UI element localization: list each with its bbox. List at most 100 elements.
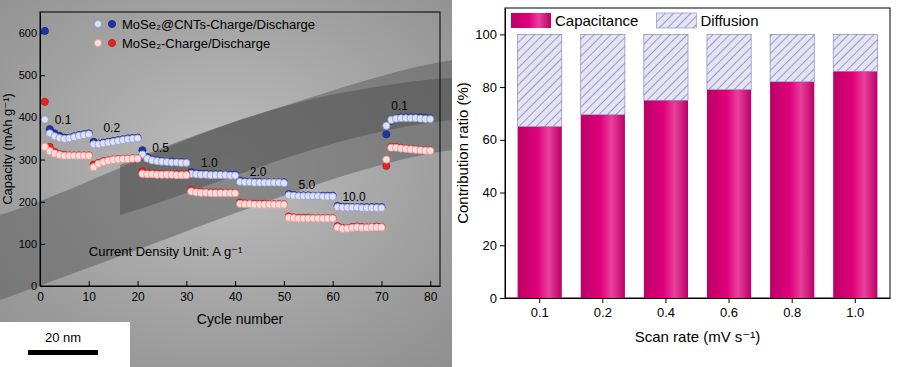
x-tick-mark [235, 281, 236, 286]
y-tick-mark [500, 245, 505, 246]
charge-point [232, 190, 239, 197]
bar [707, 90, 751, 298]
scale-bar [28, 350, 98, 355]
y-tick-label: 40 [483, 185, 497, 200]
x-tick: 80 [424, 281, 438, 304]
discharge-point [232, 189, 239, 196]
legend-marker [108, 39, 115, 46]
charge-point [41, 116, 48, 123]
legend-label: MoSe₂@CNTs-Charge/Discharge [122, 17, 315, 32]
x-tick-label: 70 [375, 290, 389, 304]
x-tick: 30 [180, 281, 194, 304]
x-axis-title: Cycle number [197, 311, 284, 327]
discharge-point [41, 98, 48, 105]
y-tick-label: 600 [19, 27, 37, 39]
discharge-point [329, 192, 336, 199]
discharge-point [427, 147, 434, 154]
discharge-point [232, 171, 239, 178]
micrograph-structure [0, 60, 452, 300]
y-tick-mark [500, 298, 505, 299]
y-tick-label: 80 [483, 80, 497, 95]
x-tick-label: 0.2 [594, 305, 612, 320]
legend-marker [108, 20, 115, 27]
y-tick: 0 [31, 280, 45, 292]
y-tick: 40 [483, 185, 505, 200]
charge-point [383, 122, 390, 129]
y-tick-label: 0 [31, 280, 37, 292]
discharge-point [378, 204, 385, 211]
x-tick-mark [430, 281, 431, 286]
charge-point [329, 215, 336, 222]
discharge-point [378, 223, 385, 230]
plot-frame [505, 8, 890, 298]
y-tick-mark [500, 140, 505, 141]
charge-point [329, 193, 336, 200]
charge-point [183, 172, 190, 179]
x-tick-mark [792, 298, 793, 303]
x-tick-label: 0 [37, 290, 44, 304]
annotation: 0.2 [103, 121, 120, 135]
x-axis-title: Scan rate (mV s⁻¹) [635, 328, 760, 345]
y-tick: 600 [19, 27, 45, 39]
x-tick-mark [729, 298, 730, 303]
x-tick-mark [381, 281, 382, 286]
legend-entry: Diffusion [656, 12, 758, 29]
x-tick-label: 50 [278, 290, 292, 304]
bar-series [518, 71, 878, 298]
series [41, 27, 434, 211]
bar [518, 34, 562, 126]
y-tick-mark [500, 193, 505, 194]
charge-point [85, 152, 92, 159]
micrograph-background [0, 0, 452, 367]
legend-label: Diffusion [700, 12, 758, 29]
legend-marker [94, 20, 101, 27]
x-tick-label: 0.1 [531, 305, 549, 320]
plot-frame [40, 12, 440, 286]
y-tick-mark [40, 286, 45, 287]
y-tick: 200 [19, 196, 45, 208]
charge-point [134, 135, 141, 142]
y-tick-mark [500, 87, 505, 88]
y-tick-label: 20 [483, 238, 497, 253]
y-axis-title: Capacity (mAh g⁻¹) [0, 93, 15, 205]
y-axis: 020406080100 [475, 9, 505, 306]
x-tick-mark [333, 281, 334, 286]
x-tick: 0.1 [531, 298, 549, 320]
legend-swatch [656, 13, 696, 28]
discharge-point [427, 115, 434, 122]
bar [770, 34, 814, 81]
charge-point [134, 155, 141, 162]
x-tick-mark [602, 298, 603, 303]
x-tick-label: 60 [327, 290, 341, 304]
charge-point [280, 180, 287, 187]
y-tick: 400 [19, 111, 45, 123]
y-tick-mark [40, 202, 45, 203]
y-axis-line [505, 9, 506, 299]
x-tick: 0.2 [594, 298, 612, 320]
x-tick-mark [138, 281, 139, 286]
plot-marks [41, 27, 434, 232]
x-tick-label: 30 [180, 290, 194, 304]
charge-point [378, 224, 385, 231]
y-tick-mark [40, 244, 45, 245]
bar [518, 127, 562, 298]
y-tick-mark [500, 34, 505, 35]
x-tick: 0.6 [720, 298, 738, 320]
annotation: 0.1 [391, 99, 408, 113]
bar [644, 34, 688, 100]
x-tick-mark [186, 281, 187, 286]
bar [833, 71, 877, 298]
legend: MoSe₂@CNTs-Charge/DischargeMoSe₂-Charge/… [94, 17, 315, 51]
bar [833, 34, 877, 71]
x-tick: 50 [278, 281, 292, 304]
y-tick-label: 300 [19, 154, 37, 166]
y-tick: 100 [475, 27, 505, 42]
scale-bar-box [0, 322, 130, 367]
x-tick: 40 [229, 281, 243, 304]
y-tick-label: 400 [19, 111, 37, 123]
y-tick: 0 [490, 291, 505, 306]
discharge-point [134, 155, 141, 162]
y-axis: 0100200300400500600 [19, 13, 45, 293]
discharge-point [183, 171, 190, 178]
discharge-point [383, 131, 390, 138]
